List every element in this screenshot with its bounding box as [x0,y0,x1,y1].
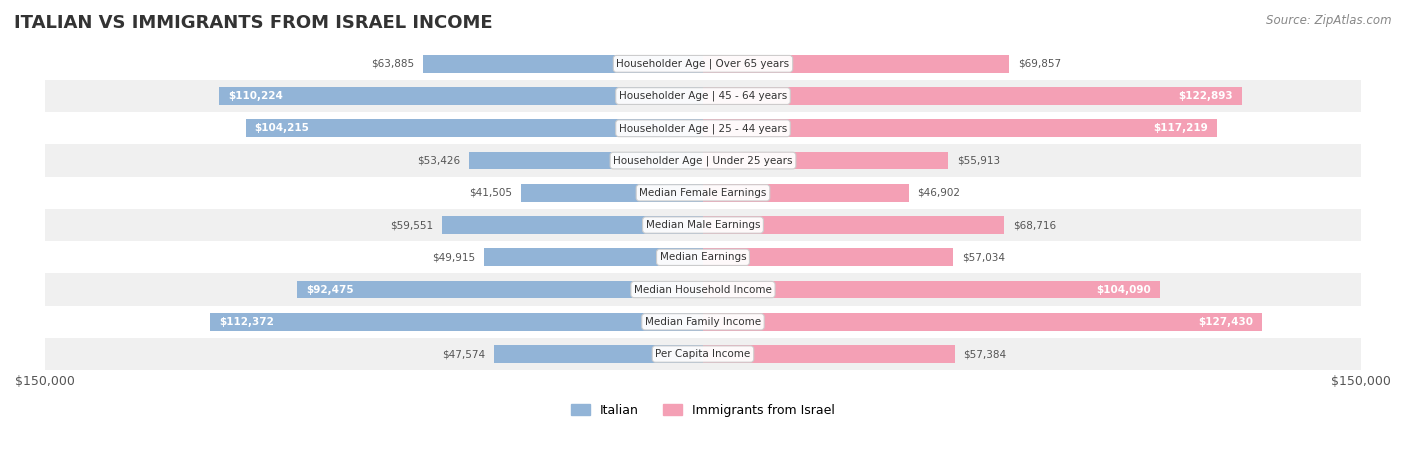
Text: Median Female Earnings: Median Female Earnings [640,188,766,198]
Bar [703,152,948,170]
Bar [45,177,1361,209]
Bar [468,152,703,170]
Bar [45,306,1361,338]
Bar [703,313,1263,331]
Text: Per Capita Income: Per Capita Income [655,349,751,359]
Bar [219,87,703,105]
Text: Householder Age | 25 - 44 years: Householder Age | 25 - 44 years [619,123,787,134]
Text: Median Family Income: Median Family Income [645,317,761,327]
Bar [703,87,1241,105]
Bar [209,313,703,331]
Text: $57,384: $57,384 [963,349,1007,359]
Text: $69,857: $69,857 [1018,59,1062,69]
Bar [45,338,1361,370]
Bar [703,281,1160,298]
Text: Median Household Income: Median Household Income [634,284,772,295]
Text: $104,215: $104,215 [254,123,309,133]
Text: $59,551: $59,551 [389,220,433,230]
Text: $55,913: $55,913 [957,156,1000,166]
Bar [45,112,1361,144]
Text: $41,505: $41,505 [470,188,512,198]
Bar [441,216,703,234]
Bar [703,120,1218,137]
Bar [484,248,703,266]
Text: $127,430: $127,430 [1198,317,1253,327]
Bar [45,80,1361,112]
Text: $47,574: $47,574 [443,349,485,359]
Text: Source: ZipAtlas.com: Source: ZipAtlas.com [1267,14,1392,27]
Text: $117,219: $117,219 [1154,123,1209,133]
Bar [45,241,1361,274]
Bar [703,184,908,202]
Bar [297,281,703,298]
Text: $53,426: $53,426 [416,156,460,166]
Text: $112,372: $112,372 [219,317,274,327]
Text: Householder Age | Over 65 years: Householder Age | Over 65 years [616,58,790,69]
Text: $110,224: $110,224 [228,91,283,101]
Text: Median Male Earnings: Median Male Earnings [645,220,761,230]
Text: $122,893: $122,893 [1178,91,1233,101]
Text: ITALIAN VS IMMIGRANTS FROM ISRAEL INCOME: ITALIAN VS IMMIGRANTS FROM ISRAEL INCOME [14,14,492,32]
Bar [520,184,703,202]
Bar [45,144,1361,177]
Legend: Italian, Immigrants from Israel: Italian, Immigrants from Israel [565,399,841,422]
Text: $104,090: $104,090 [1097,284,1152,295]
Bar [703,248,953,266]
Text: Householder Age | Under 25 years: Householder Age | Under 25 years [613,156,793,166]
Bar [703,216,1004,234]
Text: $92,475: $92,475 [307,284,354,295]
Bar [703,55,1010,73]
Bar [45,48,1361,80]
Text: $63,885: $63,885 [371,59,413,69]
Text: $68,716: $68,716 [1014,220,1056,230]
Text: $57,034: $57,034 [962,252,1005,262]
Bar [423,55,703,73]
Text: Householder Age | 45 - 64 years: Householder Age | 45 - 64 years [619,91,787,101]
Bar [246,120,703,137]
Text: Median Earnings: Median Earnings [659,252,747,262]
Bar [45,274,1361,306]
Bar [703,345,955,363]
Text: $46,902: $46,902 [918,188,960,198]
Text: $49,915: $49,915 [432,252,475,262]
Bar [45,209,1361,241]
Bar [495,345,703,363]
